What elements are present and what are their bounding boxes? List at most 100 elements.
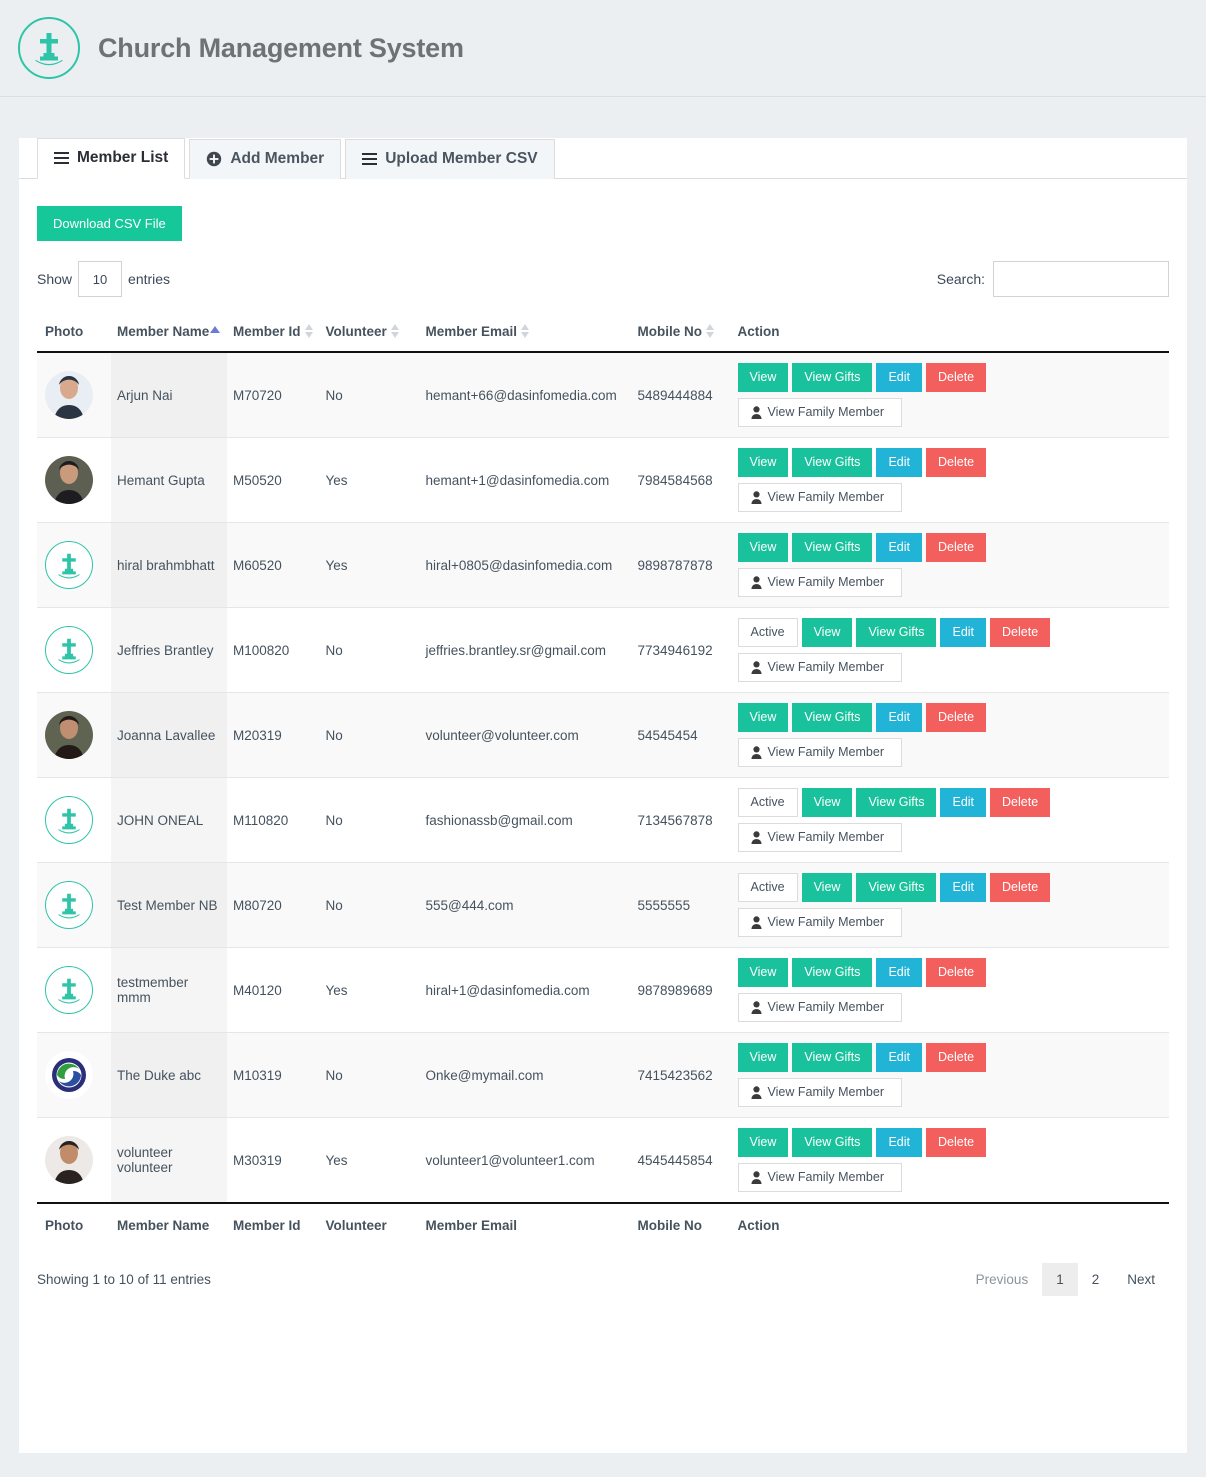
cross-placeholder-avatar: [45, 881, 93, 929]
view-family-member-button[interactable]: View Family Member: [737, 993, 902, 1022]
person-icon: [750, 406, 762, 419]
edit-button[interactable]: Edit: [876, 958, 922, 987]
delete-button[interactable]: Delete: [925, 448, 987, 477]
search-input[interactable]: [993, 261, 1169, 297]
delete-button[interactable]: Delete: [990, 873, 1051, 902]
view-gifts-button[interactable]: View Gifts: [856, 788, 937, 817]
view-button[interactable]: View: [801, 618, 853, 647]
edit-button[interactable]: Edit: [876, 1128, 922, 1157]
view-gifts-button[interactable]: View Gifts: [856, 618, 937, 647]
view-button[interactable]: View: [737, 1043, 789, 1072]
person-icon: [750, 916, 762, 929]
cell-member-name[interactable]: Test Member NB: [111, 862, 227, 948]
cell-member-name[interactable]: hiral brahmbhatt: [111, 522, 227, 608]
cell-photo: [37, 777, 111, 863]
delete-button[interactable]: Delete: [925, 363, 987, 392]
view-gifts-button[interactable]: View Gifts: [792, 363, 873, 392]
cell-member-id: M100820: [227, 607, 320, 693]
view-button[interactable]: View: [737, 533, 789, 562]
edit-button[interactable]: Edit: [940, 873, 987, 902]
delete-button[interactable]: Delete: [990, 618, 1051, 647]
cell-member-name[interactable]: Joanna Lavallee: [111, 692, 227, 778]
cell-member-name[interactable]: Arjun Nai: [111, 352, 227, 438]
pagination-2[interactable]: 2: [1078, 1263, 1114, 1296]
entries-per-page-input[interactable]: [78, 261, 123, 297]
edit-button[interactable]: Edit: [876, 1043, 922, 1072]
pagination-previous[interactable]: Previous: [962, 1263, 1043, 1296]
th-member-id[interactable]: Member Id: [227, 315, 320, 353]
cell-member-name[interactable]: Hemant Gupta: [111, 437, 227, 523]
delete-button[interactable]: Delete: [925, 703, 987, 732]
cell-member-name[interactable]: JOHN ONEAL: [111, 777, 227, 863]
page-wrapper: Member List Add Member Upload Member CSV…: [0, 97, 1206, 1477]
delete-button[interactable]: Delete: [990, 788, 1051, 817]
view-button[interactable]: View: [737, 363, 789, 392]
view-button[interactable]: View: [801, 873, 853, 902]
view-family-member-button[interactable]: View Family Member: [737, 483, 902, 512]
cell-member-name[interactable]: Jeffries Brantley: [111, 607, 227, 693]
delete-button[interactable]: Delete: [925, 1128, 987, 1157]
tab-member-list[interactable]: Member List: [37, 138, 186, 179]
view-gifts-button[interactable]: View Gifts: [792, 1043, 873, 1072]
delete-button[interactable]: Delete: [925, 1043, 987, 1072]
view-gifts-button[interactable]: View Gifts: [792, 448, 873, 477]
cell-member-name[interactable]: volunteer volunteer: [111, 1117, 227, 1204]
action-button-group: View View Gifts Edit Delete View Family Memb…: [737, 1043, 1118, 1107]
sort-both-icon: [304, 323, 314, 339]
view-button[interactable]: View: [737, 448, 789, 477]
status-active-button[interactable]: Active: [737, 618, 798, 647]
tab-add-member[interactable]: Add Member: [189, 139, 342, 179]
view-family-member-button[interactable]: View Family Member: [737, 653, 902, 682]
edit-button[interactable]: Edit: [940, 788, 987, 817]
pagination-1[interactable]: 1: [1042, 1263, 1078, 1296]
edit-button[interactable]: Edit: [940, 618, 987, 647]
cell-mobile-no: 9898787878: [631, 522, 732, 608]
status-active-button[interactable]: Active: [737, 788, 798, 817]
church-cross-logo-icon: [18, 17, 80, 79]
person-icon: [750, 746, 762, 759]
view-family-member-button[interactable]: View Family Member: [737, 738, 902, 767]
person-icon: [750, 1001, 762, 1014]
view-button[interactable]: View: [737, 703, 789, 732]
edit-button[interactable]: Edit: [876, 533, 922, 562]
view-family-member-button[interactable]: View Family Member: [737, 1078, 902, 1107]
cell-volunteer: No: [319, 1032, 420, 1118]
cell-action: View View Gifts Edit Delete View Family Memb…: [731, 352, 1169, 438]
th-member-name[interactable]: Member Name: [111, 315, 227, 353]
view-family-member-button[interactable]: View Family Member: [737, 908, 902, 937]
view-family-member-button[interactable]: View Family Member: [737, 1163, 902, 1192]
cell-member-name[interactable]: testmember mmm: [111, 947, 227, 1033]
view-gifts-button[interactable]: View Gifts: [792, 958, 873, 987]
delete-button[interactable]: Delete: [925, 533, 987, 562]
view-gifts-button[interactable]: View Gifts: [792, 703, 873, 732]
view-button[interactable]: View: [737, 958, 789, 987]
view-gifts-button[interactable]: View Gifts: [792, 533, 873, 562]
view-family-member-button[interactable]: View Family Member: [737, 398, 902, 427]
table-header-row: Photo Member Name Member Id Volunteer Me…: [37, 315, 1169, 353]
delete-button[interactable]: Delete: [925, 958, 987, 987]
view-family-member-button[interactable]: View Family Member: [737, 823, 902, 852]
th-mobile-no[interactable]: Mobile No: [631, 315, 732, 353]
pagination-next[interactable]: Next: [1113, 1263, 1169, 1296]
th-member-email[interactable]: Member Email: [419, 315, 632, 353]
view-family-member-button[interactable]: View Family Member: [737, 568, 902, 597]
view-button[interactable]: View: [737, 1128, 789, 1157]
edit-button[interactable]: Edit: [876, 363, 922, 392]
tab-upload-csv[interactable]: Upload Member CSV: [345, 139, 555, 179]
cell-mobile-no: 7415423562: [631, 1032, 732, 1118]
cell-volunteer: Yes: [319, 522, 420, 608]
action-button-group: Active View View Gifts Edit Delete View Famil…: [737, 873, 1118, 937]
view-gifts-button[interactable]: View Gifts: [856, 873, 937, 902]
page-title: Church Management System: [98, 32, 464, 63]
cell-member-id: M70720: [227, 352, 320, 438]
view-button[interactable]: View: [801, 788, 853, 817]
edit-button[interactable]: Edit: [876, 703, 922, 732]
th-volunteer[interactable]: Volunteer: [319, 315, 420, 353]
cell-member-name[interactable]: The Duke abc: [111, 1032, 227, 1118]
download-csv-button[interactable]: Download CSV File: [37, 206, 182, 241]
table-row: JOHN ONEAL M110820 No fashionassb@gmail.com…: [37, 777, 1169, 863]
edit-button[interactable]: Edit: [876, 448, 922, 477]
view-gifts-button[interactable]: View Gifts: [792, 1128, 873, 1157]
status-active-button[interactable]: Active: [737, 873, 798, 902]
th-photo[interactable]: Photo: [37, 315, 111, 353]
